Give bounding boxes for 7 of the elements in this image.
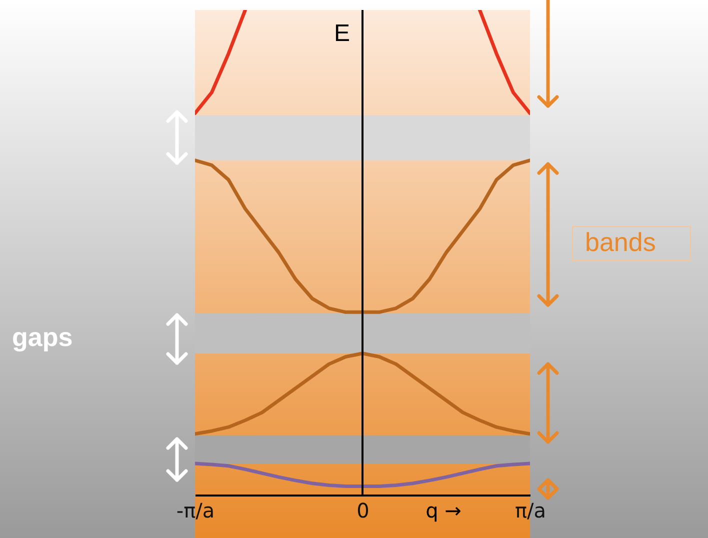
- text: gaps: [12, 322, 73, 353]
- x-tick-label: -π/a: [176, 498, 215, 522]
- x-tick-label: π/a: [514, 498, 546, 522]
- x-axis-title: q →: [426, 498, 462, 522]
- y-axis-title: E: [334, 20, 350, 48]
- text: bands: [572, 226, 691, 261]
- x-tick-label: 0: [356, 498, 370, 522]
